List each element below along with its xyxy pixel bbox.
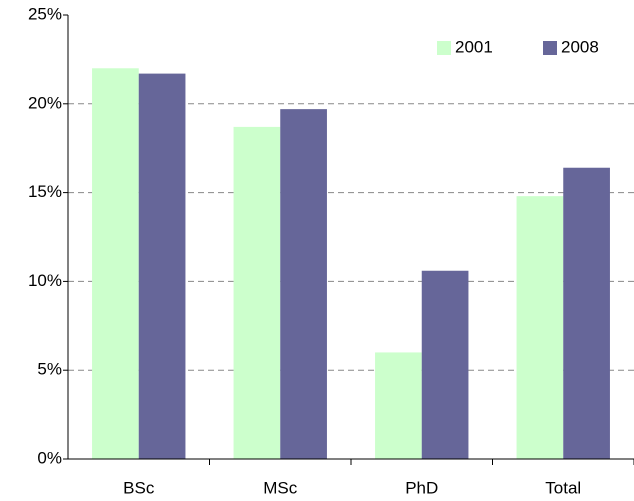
x-tick-label: PhD bbox=[405, 478, 438, 497]
bar bbox=[563, 167, 610, 459]
y-tick-label: 0% bbox=[37, 448, 62, 467]
x-tick-label: Total bbox=[545, 478, 581, 497]
legend-swatch bbox=[437, 41, 451, 55]
y-tick-label: 20% bbox=[28, 93, 62, 112]
legend-label: 2001 bbox=[455, 37, 493, 56]
bar bbox=[421, 270, 469, 459]
bar bbox=[138, 73, 186, 459]
bar bbox=[92, 68, 139, 459]
y-tick-label: 5% bbox=[37, 360, 62, 379]
x-tick-label: BSc bbox=[123, 478, 155, 497]
y-tick-label: 15% bbox=[28, 182, 62, 201]
x-tick-label: MSc bbox=[263, 478, 298, 497]
bar bbox=[233, 126, 281, 459]
bar bbox=[375, 352, 422, 459]
legend-label: 2008 bbox=[561, 37, 599, 56]
y-tick-label: 25% bbox=[28, 4, 62, 23]
legend-swatch bbox=[543, 41, 557, 55]
bar bbox=[280, 109, 327, 460]
y-tick-label: 10% bbox=[28, 271, 62, 290]
bar bbox=[516, 196, 564, 460]
